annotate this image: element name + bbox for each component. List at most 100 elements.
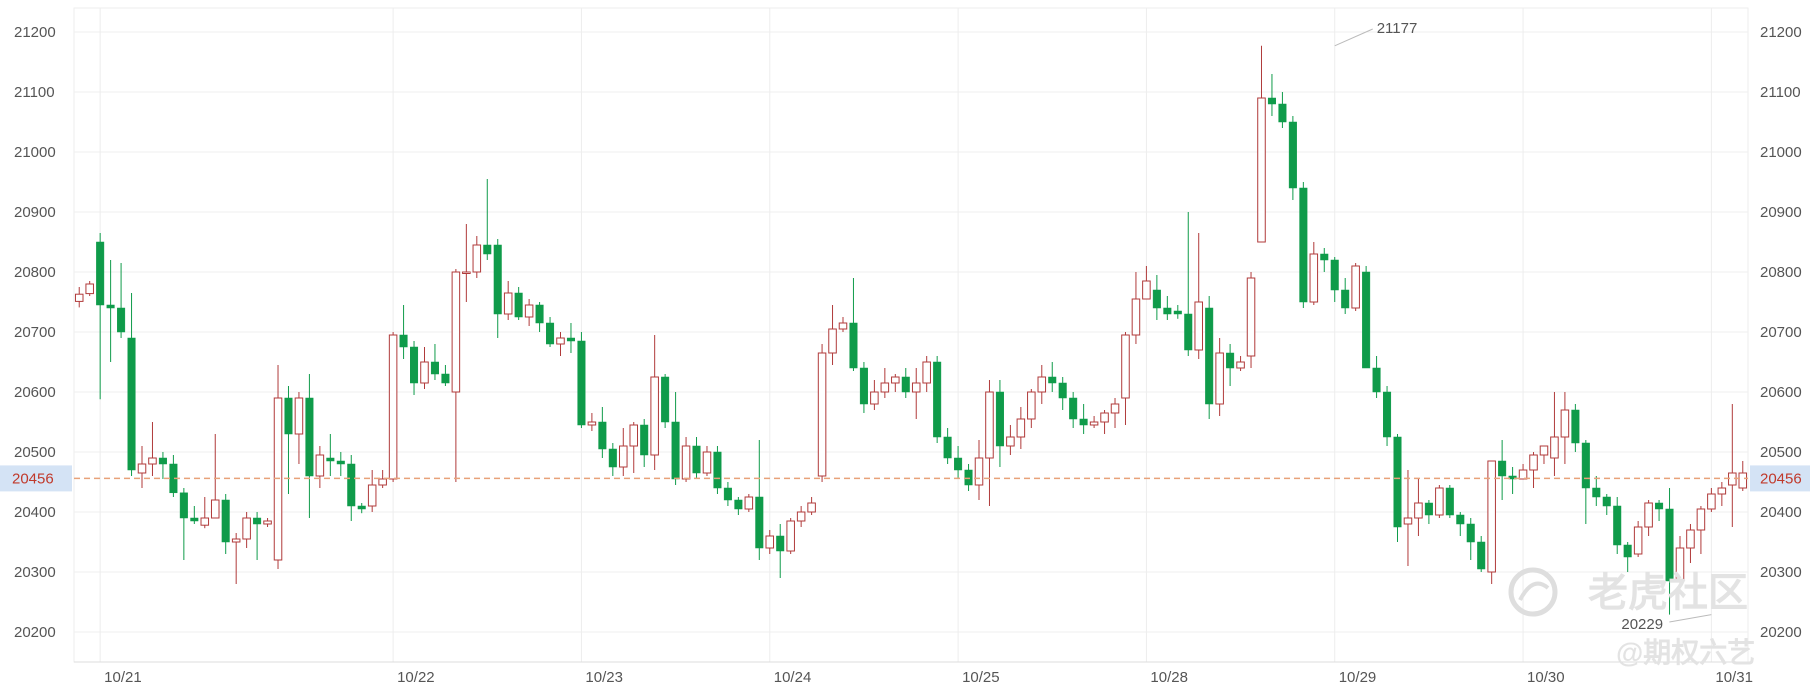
candle-down: [964, 469, 973, 486]
candle-down: [1665, 508, 1674, 582]
y-axis-right: 20200 20300 20400 20500 20600 20700 20800 20900…: [1760, 24, 1802, 641]
candle-down: [1508, 475, 1517, 480]
candle-down: [1205, 307, 1214, 405]
y-tick-label: 21000: [14, 144, 56, 161]
x-tick-label: 10/25: [962, 669, 1000, 686]
candle-up: [1529, 454, 1538, 471]
watermark-handle: @期权六艺: [1616, 637, 1755, 668]
candle-up: [974, 457, 984, 486]
candle-down: [598, 421, 607, 450]
candle-down: [1623, 544, 1632, 558]
candle-down: [1477, 541, 1486, 570]
candle-up: [880, 382, 890, 393]
candle-up: [420, 361, 429, 384]
candle-down: [671, 421, 680, 480]
candle-down: [1466, 523, 1475, 543]
candle-down: [1173, 310, 1182, 315]
candle-down: [535, 304, 544, 324]
candle-down: [1602, 496, 1611, 507]
candle-down: [1383, 391, 1392, 438]
candle-up: [210, 499, 220, 519]
candle-up: [629, 424, 639, 447]
candle-up: [1644, 502, 1653, 528]
y-tick-label: 20900: [1760, 204, 1802, 221]
current-price-badge-right: [1750, 465, 1810, 492]
candle-up: [870, 391, 879, 405]
candle-up: [619, 445, 628, 468]
candle-down: [1226, 352, 1235, 369]
candle-down: [954, 457, 963, 471]
y-tick-label: 20600: [14, 384, 56, 401]
candle-up: [85, 283, 94, 295]
candle-up: [1707, 493, 1716, 510]
y-tick-label: 21200: [14, 24, 56, 41]
candle-up: [556, 337, 565, 345]
candle-up: [1686, 529, 1695, 549]
candle-down: [933, 361, 942, 438]
candle-up: [242, 517, 251, 540]
min-annotation-leader: [1669, 614, 1712, 623]
candle-up: [1006, 436, 1015, 447]
candle-down: [190, 517, 199, 522]
candle-down: [483, 244, 492, 255]
candle-down: [1592, 487, 1601, 498]
price-markers: 20456 20456 21177 20229: [0, 20, 1810, 633]
candle-up: [1518, 469, 1528, 480]
candle-down: [1320, 253, 1329, 261]
x-tick-label: 10/23: [585, 669, 623, 686]
candle-up: [1738, 472, 1748, 489]
candle-up: [294, 397, 304, 435]
x-axis: 10/21 10/22 10/23 10/24 10/25 10/28 10/29 10/30…: [74, 661, 1753, 686]
candle-up: [1435, 487, 1444, 516]
candle-up: [891, 376, 900, 384]
candle-up: [263, 520, 272, 525]
candle-up: [472, 244, 482, 273]
candle-down: [1278, 103, 1287, 123]
candle-up: [200, 517, 210, 526]
candle-up: [650, 376, 659, 456]
candle-up: [1675, 547, 1685, 582]
y-tick-label: 21000: [1760, 144, 1802, 161]
candle-up: [1351, 265, 1360, 309]
candle-down: [357, 505, 366, 510]
candle-up: [378, 478, 387, 486]
candle-up: [1131, 298, 1141, 336]
candle-down: [692, 445, 701, 474]
candle-down: [336, 460, 345, 465]
y-tick-label: 20200: [1760, 624, 1802, 641]
candle-up: [74, 293, 84, 302]
candle-up: [1110, 403, 1120, 414]
candle-down: [1445, 487, 1454, 516]
x-tick-label: 10/31: [1715, 669, 1753, 686]
candle-down: [1152, 289, 1161, 309]
candle-down: [441, 373, 450, 384]
candle-up: [786, 520, 795, 552]
candle-down: [106, 304, 115, 309]
candle-up: [922, 361, 931, 384]
plot-frame: [73, 7, 1749, 663]
x-tick-label: 10/30: [1527, 669, 1565, 686]
candle-up: [1246, 277, 1256, 357]
candle-up: [1403, 517, 1413, 525]
y-tick-label: 20700: [14, 324, 56, 341]
candle-down: [127, 337, 136, 471]
candle-up: [838, 322, 848, 330]
candle-down: [305, 397, 314, 477]
candle-up: [587, 421, 597, 426]
max-annotation-leader: [1334, 28, 1373, 47]
candle-up: [1236, 361, 1245, 369]
y-tick-label: 21200: [1760, 24, 1802, 41]
candle-up: [462, 271, 471, 274]
candle-down: [347, 463, 356, 507]
y-tick-label: 20500: [1760, 444, 1802, 461]
candle-down: [1362, 271, 1371, 369]
candle-down: [608, 448, 617, 468]
x-tick-label: 10/22: [397, 669, 435, 686]
candle-up: [765, 535, 775, 549]
watermark: 老虎社区 @期权六艺: [1508, 567, 1755, 668]
candle-up: [503, 292, 513, 315]
candle-down: [1581, 442, 1590, 489]
candle-down: [546, 322, 555, 345]
candle-down: [661, 376, 670, 423]
